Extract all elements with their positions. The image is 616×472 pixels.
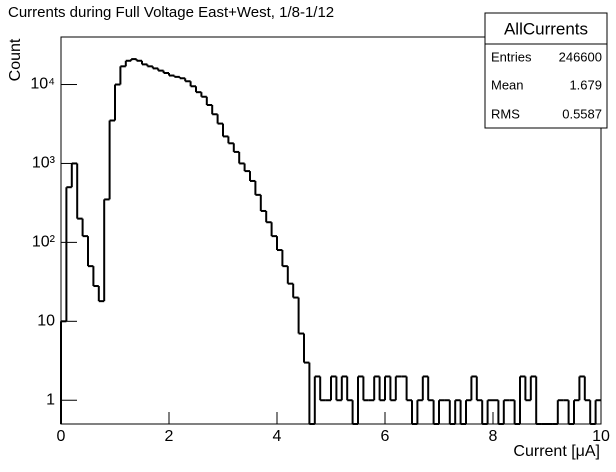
y-tick-label: 10	[37, 313, 55, 330]
stats-label: Mean	[491, 77, 524, 92]
y-tick-label: 10⁴	[30, 76, 55, 93]
stats-title: AllCurrents	[504, 19, 588, 38]
x-tick-label: 8	[489, 428, 498, 445]
x-tick-label: 2	[165, 428, 174, 445]
x-tick-label: 6	[381, 428, 390, 445]
frame	[60, 36, 602, 425]
chart-title: Currents during Full Voltage East+West, …	[8, 4, 334, 21]
y-tick-label: 1	[46, 391, 55, 408]
stats-value: 246600	[559, 49, 602, 64]
stats-label: RMS	[491, 106, 520, 121]
x-axis-label: Current [μA]	[513, 443, 600, 460]
y-tick-label: 10³	[32, 155, 56, 172]
y-tick-label: 10²	[32, 234, 56, 251]
stats-box	[484, 12, 608, 129]
stats-value: 1.679	[569, 77, 602, 92]
y-axis-label: Count	[7, 38, 24, 81]
stats-value: 0.5587	[562, 106, 602, 121]
stats-label: Entries	[491, 49, 532, 64]
x-tick-label: 4	[273, 428, 282, 445]
x-tick-label: 0	[57, 428, 66, 445]
x-tick-label: 10	[592, 428, 610, 445]
